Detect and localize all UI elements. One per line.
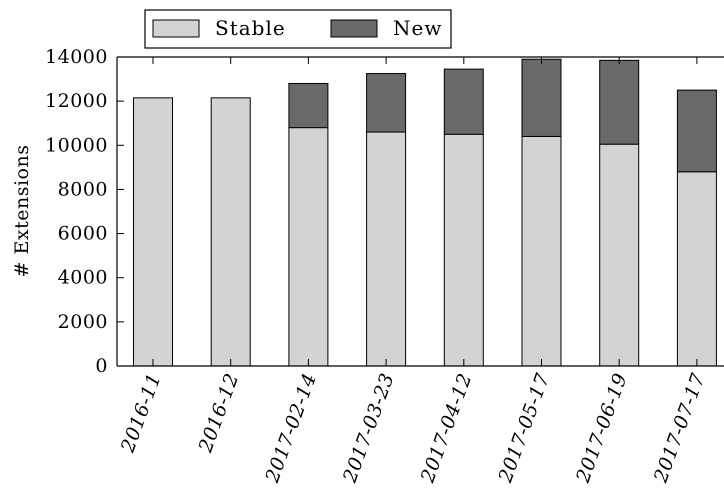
x-tick-label: 2017-04-12 <box>416 370 476 486</box>
y-ticks-group: 0 2000 4000 6000 8000 10000 12000 14000 <box>45 46 124 377</box>
axes-group <box>116 56 724 367</box>
y-tick-label: 0 <box>95 355 108 377</box>
y-axis-label: # Extensions <box>11 145 33 278</box>
bar-stable-2017-02-14 <box>288 127 329 367</box>
bar-new-2017-07-17 <box>676 89 717 173</box>
x-tick-label: 2017-05-17 <box>494 370 554 486</box>
x-tick-label: 2016-11 <box>116 370 165 456</box>
x-tick-label: 2016-12 <box>194 370 243 456</box>
x-tick-label: 2017-07-17 <box>649 370 709 486</box>
legend-label-stable: Stable <box>215 16 286 40</box>
bar-new-2017-06-19 <box>599 59 640 145</box>
bar-stable-2017-06-19 <box>599 143 640 367</box>
y-tick-label: 12000 <box>45 90 108 112</box>
x-tick-label: 2017-06-19 <box>572 370 632 486</box>
y-tick-label: 8000 <box>58 178 108 200</box>
bar-stable-2017-03-23 <box>366 131 407 367</box>
y-tick-label: 4000 <box>58 267 108 289</box>
bar-stable-2017-04-12 <box>443 133 484 367</box>
bar-new-2017-03-23 <box>366 73 407 133</box>
y-tick-label: 6000 <box>58 223 108 245</box>
bar-stable-2017-07-17 <box>676 171 717 367</box>
legend-swatch-new <box>330 19 378 38</box>
x-tick-label: 2017-02-14 <box>261 370 321 486</box>
bar-stable-2016-11 <box>133 97 173 367</box>
legend: Stable New <box>144 9 452 49</box>
bar-new-2017-05-17 <box>521 58 562 137</box>
y-tick-label: 10000 <box>45 134 108 156</box>
y-tick-label: 14000 <box>45 46 108 68</box>
bars-group <box>133 58 717 367</box>
y-tick-label: 2000 <box>58 311 108 333</box>
legend-swatch-stable <box>152 19 200 38</box>
x-tick-label: 2017-03-23 <box>339 370 399 486</box>
bar-new-2017-04-12 <box>443 68 484 135</box>
bar-stable-2016-12 <box>210 97 251 367</box>
bar-stable-2017-05-17 <box>521 135 562 367</box>
legend-label-new: New <box>393 16 442 40</box>
bar-new-2017-02-14 <box>288 82 329 129</box>
